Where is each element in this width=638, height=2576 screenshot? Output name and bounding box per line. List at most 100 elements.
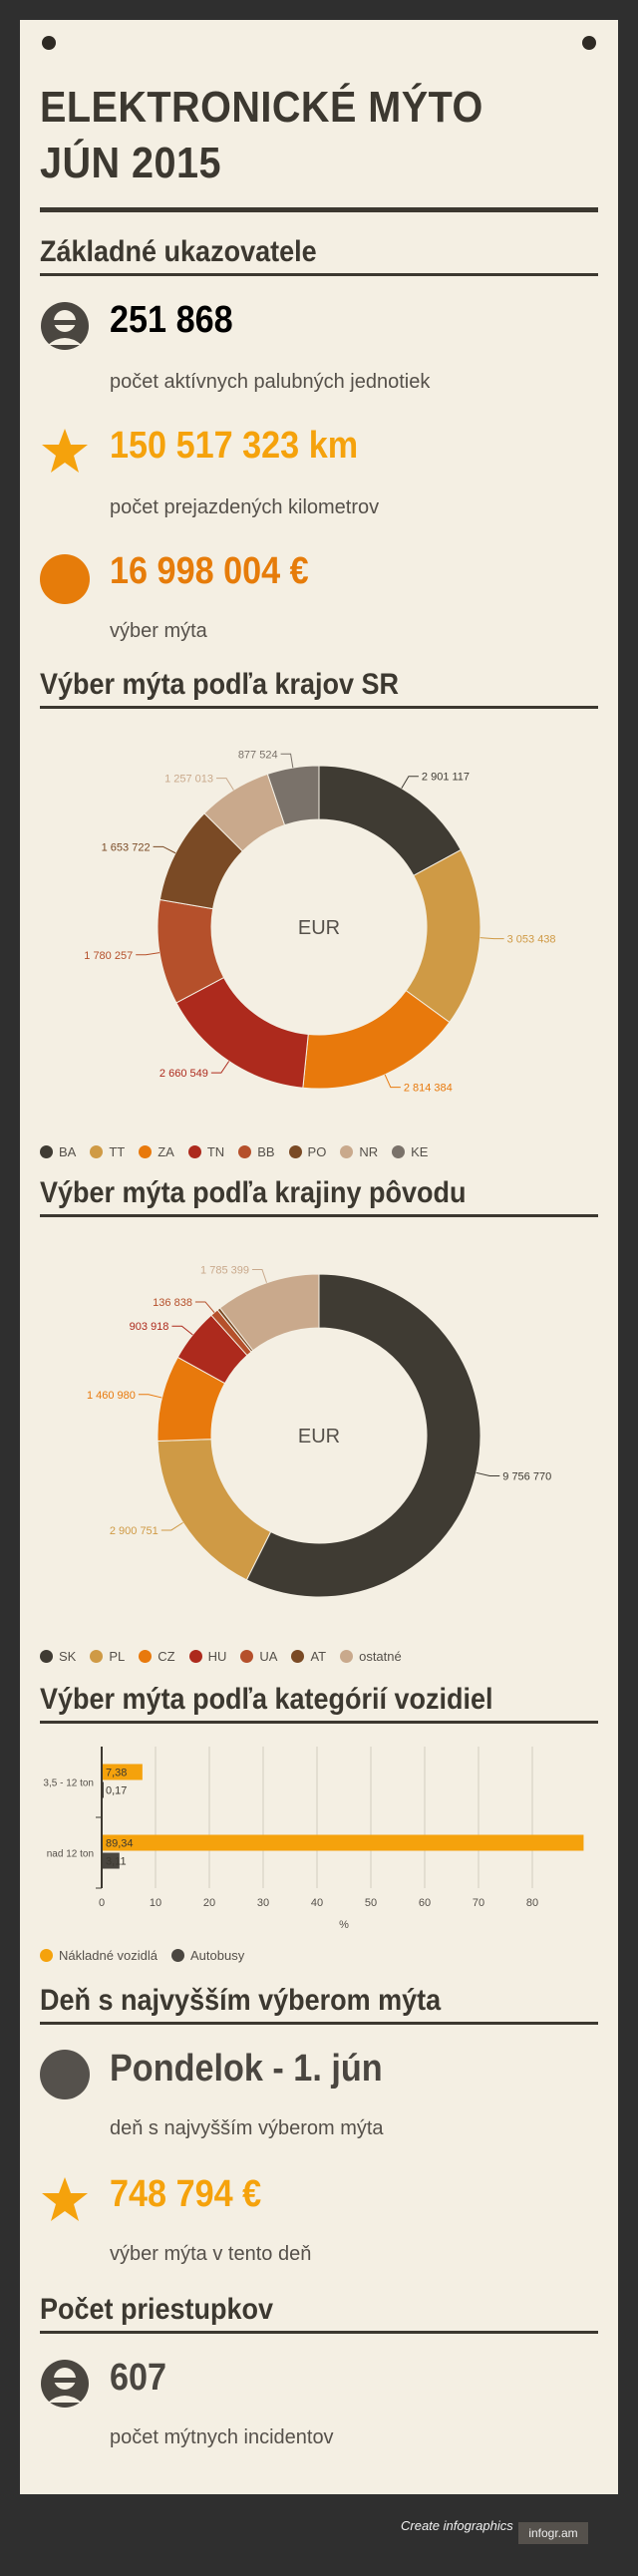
pie-label-BA: 2 901 117 [422, 772, 470, 784]
legend-regions: BA TT ZA TN BB PO NR KE [40, 1144, 428, 1159]
legend-label: Nákladné vozidlá [59, 1948, 159, 1963]
legend-label: AT [310, 1649, 327, 1664]
legend-label: KE [411, 1144, 429, 1159]
section-rule [40, 2331, 598, 2334]
bar-Nákladné vozidlá-3,5 - 12 ton[interactable] [103, 1764, 143, 1780]
stat-label-km: počet prejazdených kilometrov [110, 496, 380, 518]
stat-value-toll: 16 998 004 € [110, 550, 309, 592]
pie-leader-PL [160, 1521, 183, 1531]
legend-label: SK [59, 1649, 77, 1664]
x-tick-label: 0 [99, 1897, 105, 1909]
stat-value-units: 251 868 [110, 299, 233, 341]
legend-item-NR[interactable]: NR [340, 1144, 378, 1159]
legend-item-Nákladné vozidlá[interactable]: Nákladné vozidlá [40, 1948, 158, 1963]
brand-badge[interactable]: infogr.am [518, 2522, 588, 2544]
pie-label-HU: 903 918 [130, 1321, 169, 1333]
legend-item-HU[interactable]: HU [188, 1649, 227, 1664]
legend-item-UA[interactable]: UA [240, 1649, 277, 1664]
legend-dot [171, 1949, 185, 1962]
bar-value-label: 7,38 [106, 1768, 127, 1779]
user-icon [40, 301, 90, 351]
legend-label: ostatné [359, 1649, 402, 1664]
pie-leader-BA [401, 776, 419, 789]
legend-dot [187, 1145, 201, 1158]
pie-center-label: EUR [298, 917, 340, 939]
peak-toll-label: výber mýta v tento deň [110, 2243, 312, 2265]
x-tick-label: 80 [526, 1897, 538, 1909]
section-heading-peak: Deň s najvyšším výberom mýta [40, 1984, 442, 2017]
x-axis-label: % [339, 1919, 349, 1931]
legend-label: PO [307, 1144, 327, 1159]
legend-item-AT[interactable]: AT [291, 1649, 326, 1664]
legend-item-TN[interactable]: TN [187, 1144, 225, 1159]
x-tick-label: 50 [365, 1897, 377, 1909]
legend-item-SK[interactable]: SK [40, 1649, 76, 1664]
legend-item-BA[interactable]: BA [40, 1144, 76, 1159]
legend-dot [240, 1650, 254, 1663]
pie-slice-TT[interactable] [405, 848, 481, 1024]
legend-label: UA [259, 1649, 278, 1664]
peak-toll-value: 748 794 € [110, 2173, 262, 2215]
bar-Autobusy-nad 12 ton[interactable] [103, 1852, 120, 1869]
legend-item-PL[interactable]: PL [90, 1649, 125, 1664]
star-icon [40, 427, 90, 477]
section-rule [40, 1214, 598, 1217]
peak-day-value: Pondelok - 1. jún [110, 2048, 383, 2090]
legend-dot [139, 1650, 153, 1663]
section-heading-basic: Základné ukazovatele [40, 235, 317, 268]
circle-icon [40, 2050, 90, 2099]
pie-label-NR: 1 257 013 [164, 774, 213, 786]
pie-label-KE: 877 524 [238, 749, 278, 761]
pie-label-SK: 9 756 770 [502, 1471, 551, 1483]
bar-Autobusy-3,5 - 12 ton[interactable] [103, 1781, 104, 1798]
peak-day-label: deň s najvyšším výberom mýta [110, 2117, 384, 2139]
bar-Nákladné vozidlá-nad 12 ton[interactable] [103, 1834, 584, 1851]
pie-leader-TT [479, 937, 504, 940]
legend-dot [238, 1145, 252, 1158]
legend-label: TT [109, 1144, 126, 1159]
stat-label-toll: výber mýta [110, 620, 207, 642]
x-tick-label: 60 [419, 1897, 431, 1909]
pie-chart-countries: 9 756 770 2 900 751 1 460 980 903 918 136 83… [87, 1264, 551, 1598]
pie-slice-SK[interactable] [245, 1273, 481, 1598]
legend-label: BB [257, 1144, 275, 1159]
legend-label: Autobusy [190, 1948, 245, 1963]
section-rule [40, 2022, 598, 2025]
legend-item-ZA[interactable]: ZA [139, 1144, 174, 1159]
legend-dot [40, 1650, 53, 1663]
legend-item-PO[interactable]: PO [288, 1144, 327, 1159]
pie-slice-ostatné[interactable] [218, 1273, 320, 1352]
x-tick-label: 70 [473, 1897, 484, 1909]
legend-dot [392, 1145, 406, 1158]
legend-item-CZ[interactable]: CZ [139, 1649, 175, 1664]
legend-item-KE[interactable]: KE [392, 1144, 428, 1159]
section-rule [40, 273, 598, 276]
legend-dot [188, 1650, 202, 1663]
pie-slice-KE[interactable] [266, 765, 320, 826]
legend-label: ZA [158, 1144, 174, 1159]
pie-slice-PL[interactable] [157, 1439, 272, 1581]
legend-label: TN [206, 1144, 225, 1159]
pie-leader-PO [153, 845, 176, 854]
legend-label: HU [207, 1649, 227, 1664]
legend-item-Autobusy[interactable]: Autobusy [171, 1948, 244, 1963]
pie-label-ZA: 2 814 384 [404, 1083, 453, 1095]
section-rule [40, 706, 598, 709]
legend-label: CZ [158, 1649, 175, 1664]
legend-dot [340, 1650, 354, 1663]
legend-dot [291, 1650, 305, 1663]
section-heading-regions: Výber mýta podľa krajov SR [40, 668, 400, 701]
legend-item-BB[interactable]: BB [238, 1144, 275, 1159]
legend-dot [139, 1145, 153, 1158]
pie-leader-KE [280, 753, 294, 769]
legend-item-TT[interactable]: TT [90, 1144, 125, 1159]
infographic-paper [20, 20, 618, 2494]
bar-chart-categories: 0 10 20 30 40 50 60 70 80 3,5 - 12 ton 7,38 0,17 nad… [43, 1747, 584, 1931]
legend-dot [40, 1145, 53, 1158]
footer-cta[interactable]: Create infographics [401, 2518, 513, 2533]
pie-label-BB: 1 780 257 [84, 950, 133, 962]
section-heading-categories: Výber mýta podľa kategórií vozidiel [40, 1683, 493, 1716]
y-category-label: nad 12 ton [47, 1849, 94, 1860]
stat-label-units: počet aktívnych palubných jednotiek [110, 371, 431, 393]
legend-item-ostatné[interactable]: ostatné [340, 1649, 402, 1664]
